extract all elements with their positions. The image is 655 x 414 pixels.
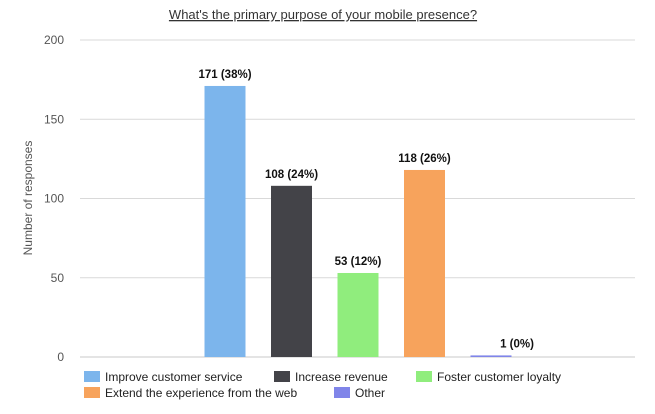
legend-swatch bbox=[416, 371, 432, 382]
y-tick-label: 0 bbox=[57, 350, 64, 364]
data-label: 53 (12%) bbox=[335, 256, 382, 268]
data-label: 171 (38%) bbox=[198, 69, 251, 81]
legend-label: Extend the experience from the web bbox=[105, 386, 297, 400]
legend-item[interactable]: Increase revenue bbox=[274, 370, 388, 384]
legend-label: Other bbox=[355, 386, 385, 400]
chart-title: What's the primary purpose of your mobil… bbox=[169, 7, 477, 22]
y-tick-label: 100 bbox=[44, 192, 64, 206]
data-labels: 171 (38%) 108 (24%) 53 (12%) 118 (26%) 1 (0%… bbox=[198, 69, 534, 350]
legend-swatch bbox=[274, 371, 290, 382]
data-label: 118 (26%) bbox=[398, 153, 451, 165]
y-axis-title: Number of responses bbox=[21, 141, 35, 256]
legend-label: Increase revenue bbox=[295, 370, 388, 384]
legend-item[interactable]: Improve customer service bbox=[84, 370, 243, 384]
y-tick-label: 200 bbox=[44, 33, 64, 47]
legend-label: Improve customer service bbox=[105, 370, 243, 384]
bar[interactable] bbox=[404, 169, 445, 357]
legend-item[interactable]: Extend the experience from the web bbox=[84, 386, 297, 400]
legend-swatch bbox=[334, 387, 350, 398]
legend-swatch bbox=[84, 371, 100, 382]
bar[interactable] bbox=[204, 85, 246, 357]
legend-item[interactable]: Foster customer loyalty bbox=[416, 370, 561, 384]
legend-swatch bbox=[84, 387, 100, 398]
bar[interactable] bbox=[337, 272, 379, 357]
y-tick-label: 150 bbox=[44, 112, 64, 126]
legend-item[interactable]: Other bbox=[334, 386, 385, 400]
y-axis-ticks: 0 50 100 150 200 bbox=[44, 33, 64, 364]
bar[interactable] bbox=[271, 185, 312, 357]
data-label: 108 (24%) bbox=[265, 169, 318, 181]
legend-label: Foster customer loyalty bbox=[437, 370, 561, 384]
data-label: 1 (0%) bbox=[500, 338, 534, 350]
y-tick-label: 50 bbox=[51, 271, 65, 285]
legend[interactable]: Improve customer service Increase revenue… bbox=[84, 370, 561, 400]
bars bbox=[204, 85, 512, 357]
bar[interactable] bbox=[470, 355, 512, 357]
grid-lines bbox=[80, 39, 635, 358]
